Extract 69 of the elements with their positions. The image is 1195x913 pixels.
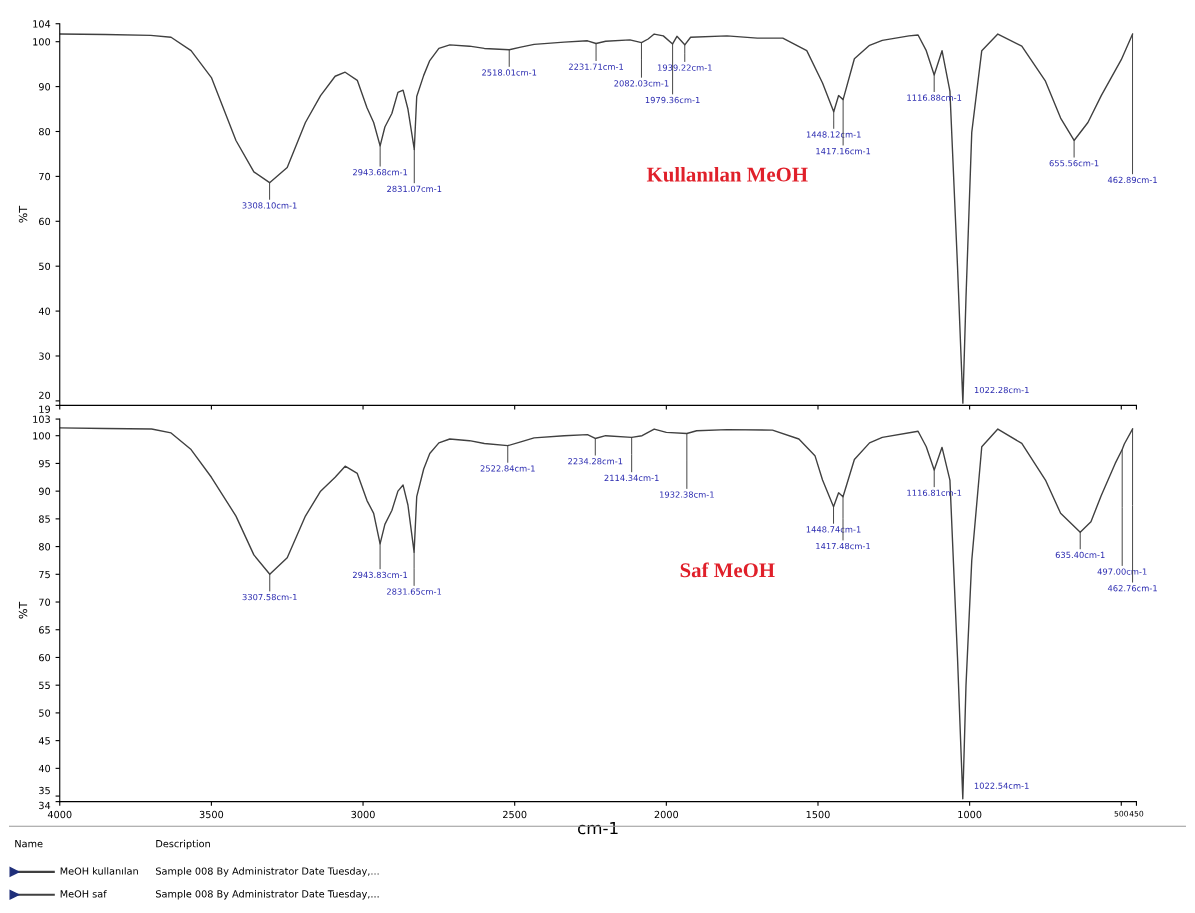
y-tick-label: 30 <box>39 352 51 360</box>
annotation: 2831.07cm-1 <box>387 185 442 193</box>
y-tick-label: 103 <box>33 415 50 423</box>
annotation: 2831.65cm-1 <box>386 588 442 595</box>
annotation: 2114.34cm-1 <box>604 474 659 482</box>
y-tick-label: 50 <box>39 262 51 271</box>
x-axis-title: cm-1 <box>578 821 618 835</box>
y-tick-label: 65 <box>39 626 50 634</box>
x-tick-label: 4000 <box>47 810 72 819</box>
y-tick-label: 40 <box>38 764 51 773</box>
text: Saf MeOH <box>680 562 775 578</box>
y-tick-label: 45 <box>38 737 50 745</box>
y-tick-label: 35 <box>39 786 50 795</box>
annotation: 1932.38cm-1 <box>660 491 714 498</box>
x-tick-label: 3000 <box>351 810 375 819</box>
annotation: 655.56cm-1 <box>1049 160 1099 167</box>
y-axis-title: %T <box>18 601 28 619</box>
y-tick-label: 90 <box>38 487 51 495</box>
y-tick-label: 90 <box>38 83 51 91</box>
x-tick-label: 1500 <box>806 810 830 819</box>
legend-label: MeOH kullanılan <box>60 867 138 875</box>
legend-title: Description <box>156 839 210 850</box>
annotation: 3308.10cm-1 <box>242 202 297 209</box>
y-tick-label: 60 <box>39 217 51 226</box>
y-tick-label: 34 <box>39 801 51 810</box>
annotation: 2943.83cm-1 <box>352 571 408 579</box>
y-tick-label: 50 <box>39 709 51 717</box>
annotation: 3307.58cm-1 <box>242 593 297 601</box>
annotation: 1979.36cm-1 <box>645 96 700 104</box>
x-tick-label: 2500 <box>503 810 527 819</box>
y-tick-label: 75 <box>39 570 50 579</box>
y-tick-label: 55 <box>39 681 50 690</box>
y-tick-label: 70 <box>39 172 51 181</box>
y-tick-label: 85 <box>39 515 50 523</box>
y-tick-label: 40 <box>38 307 51 315</box>
annotation: 1022.54cm-1 <box>974 782 1029 789</box>
y-tick-label: 95 <box>38 459 50 468</box>
annotation: 1417.16cm-1 <box>816 148 871 155</box>
y-axis-title: %T <box>18 205 28 223</box>
y-tick-label: 70 <box>39 598 51 606</box>
y-tick-label: 80 <box>39 543 51 551</box>
y-tick-label: 19 <box>39 405 51 413</box>
y-tick-label: 100 <box>33 432 51 440</box>
annotation: 2234.28cm-1 <box>568 458 623 465</box>
x-tick-label: 1000 <box>958 810 982 819</box>
text: Sample 008 By Administrator Date Tuesday,... <box>155 890 379 900</box>
annotation: 462.89cm-1 <box>1107 176 1157 184</box>
y-tick-label: 80 <box>39 127 51 136</box>
x-tick-label: 2000 <box>654 810 679 819</box>
text: Sample 008 By Administrator Date Tuesday,... <box>155 867 379 877</box>
legend-title: Name <box>15 840 43 848</box>
annotation: 635.40cm-1 <box>1055 551 1105 559</box>
annotation: 2082.03cm-1 <box>614 80 669 87</box>
annotation: 2522.84cm-1 <box>480 465 535 472</box>
annotation: 2231.71cm-1 <box>568 63 624 70</box>
text: Kullanılan MeOH <box>646 166 808 182</box>
x-tick-label: 3500 <box>199 810 224 819</box>
annotation: 2518.01cm-1 <box>482 69 537 76</box>
y-tick-label: 60 <box>39 653 51 662</box>
y-tick-label: 20 <box>39 391 51 399</box>
annotation: 1448.74cm-1 <box>806 526 861 533</box>
text: MeOH saf <box>60 890 107 898</box>
annotation: 1022.28cm-1 <box>974 386 1029 394</box>
annotation: 2943.68cm-1 <box>353 169 408 176</box>
annotation: 462.76cm-1 <box>1107 585 1157 592</box>
annotation: 1448.12cm-1 <box>806 131 861 138</box>
y-tick-label: 104 <box>33 20 51 28</box>
y-tick-label: 100 <box>33 38 51 46</box>
annotation: 1417.48cm-1 <box>816 542 870 550</box>
